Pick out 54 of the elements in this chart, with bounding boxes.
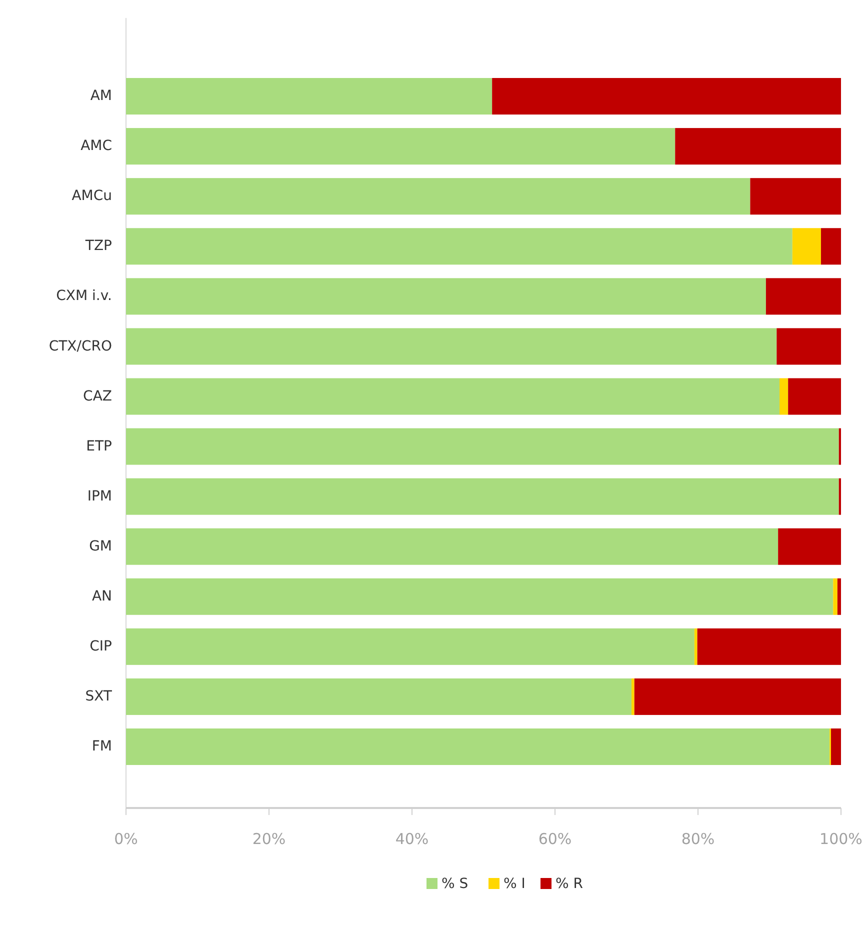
y-tick-label: AMC xyxy=(80,138,112,154)
bar xyxy=(126,278,766,315)
y-tick-label: TZP xyxy=(84,238,112,254)
bar xyxy=(830,728,841,765)
y-tick-label: CTX/CRO xyxy=(48,338,112,354)
x-tick-label: 20% xyxy=(252,830,286,848)
bar xyxy=(126,228,792,265)
y-tick-label: CXM i.v. xyxy=(56,288,112,304)
bar xyxy=(792,228,821,265)
bar xyxy=(126,178,750,215)
bar xyxy=(126,428,839,465)
bar xyxy=(126,728,830,765)
bar xyxy=(778,528,841,565)
x-tick-label: 80% xyxy=(681,830,715,848)
bar xyxy=(750,178,841,215)
bar xyxy=(492,78,841,115)
bar xyxy=(126,628,694,665)
bar xyxy=(780,378,788,415)
bar xyxy=(675,128,841,165)
y-tick-label: ETP xyxy=(86,438,112,454)
bar xyxy=(776,328,841,365)
legend-label: % R xyxy=(556,876,584,892)
y-tick-label: AM xyxy=(90,88,112,104)
x-tick-label: 100% xyxy=(820,830,862,848)
bar xyxy=(788,378,841,415)
bar xyxy=(126,578,834,615)
x-tick-label: 40% xyxy=(395,830,429,848)
bar xyxy=(697,628,841,665)
bar xyxy=(126,78,492,115)
y-tick-label: AN xyxy=(92,588,112,604)
bar xyxy=(126,478,839,515)
bar xyxy=(766,278,841,315)
bar xyxy=(126,328,777,365)
y-tick-label: CIP xyxy=(90,638,112,654)
bar xyxy=(694,628,698,665)
bar xyxy=(126,678,632,715)
bar xyxy=(833,578,838,615)
y-tick-label: AMCu xyxy=(72,188,112,204)
legend-label: % I xyxy=(504,876,526,892)
bar xyxy=(126,128,676,165)
bar xyxy=(126,528,778,565)
bar xyxy=(820,228,841,265)
y-tick-label: GM xyxy=(89,538,112,554)
bar xyxy=(126,378,780,415)
y-tick-label: CAZ xyxy=(83,388,112,404)
y-tick-label: IPM xyxy=(87,488,112,504)
bar xyxy=(634,678,841,715)
y-tick-label: SXT xyxy=(85,688,112,705)
y-tick-label: FM xyxy=(92,738,112,755)
legend-label: % S xyxy=(442,876,468,892)
bar xyxy=(837,578,841,615)
bar xyxy=(632,678,634,715)
x-tick-label: 60% xyxy=(538,830,572,848)
x-tick-label: 0% xyxy=(114,830,138,848)
